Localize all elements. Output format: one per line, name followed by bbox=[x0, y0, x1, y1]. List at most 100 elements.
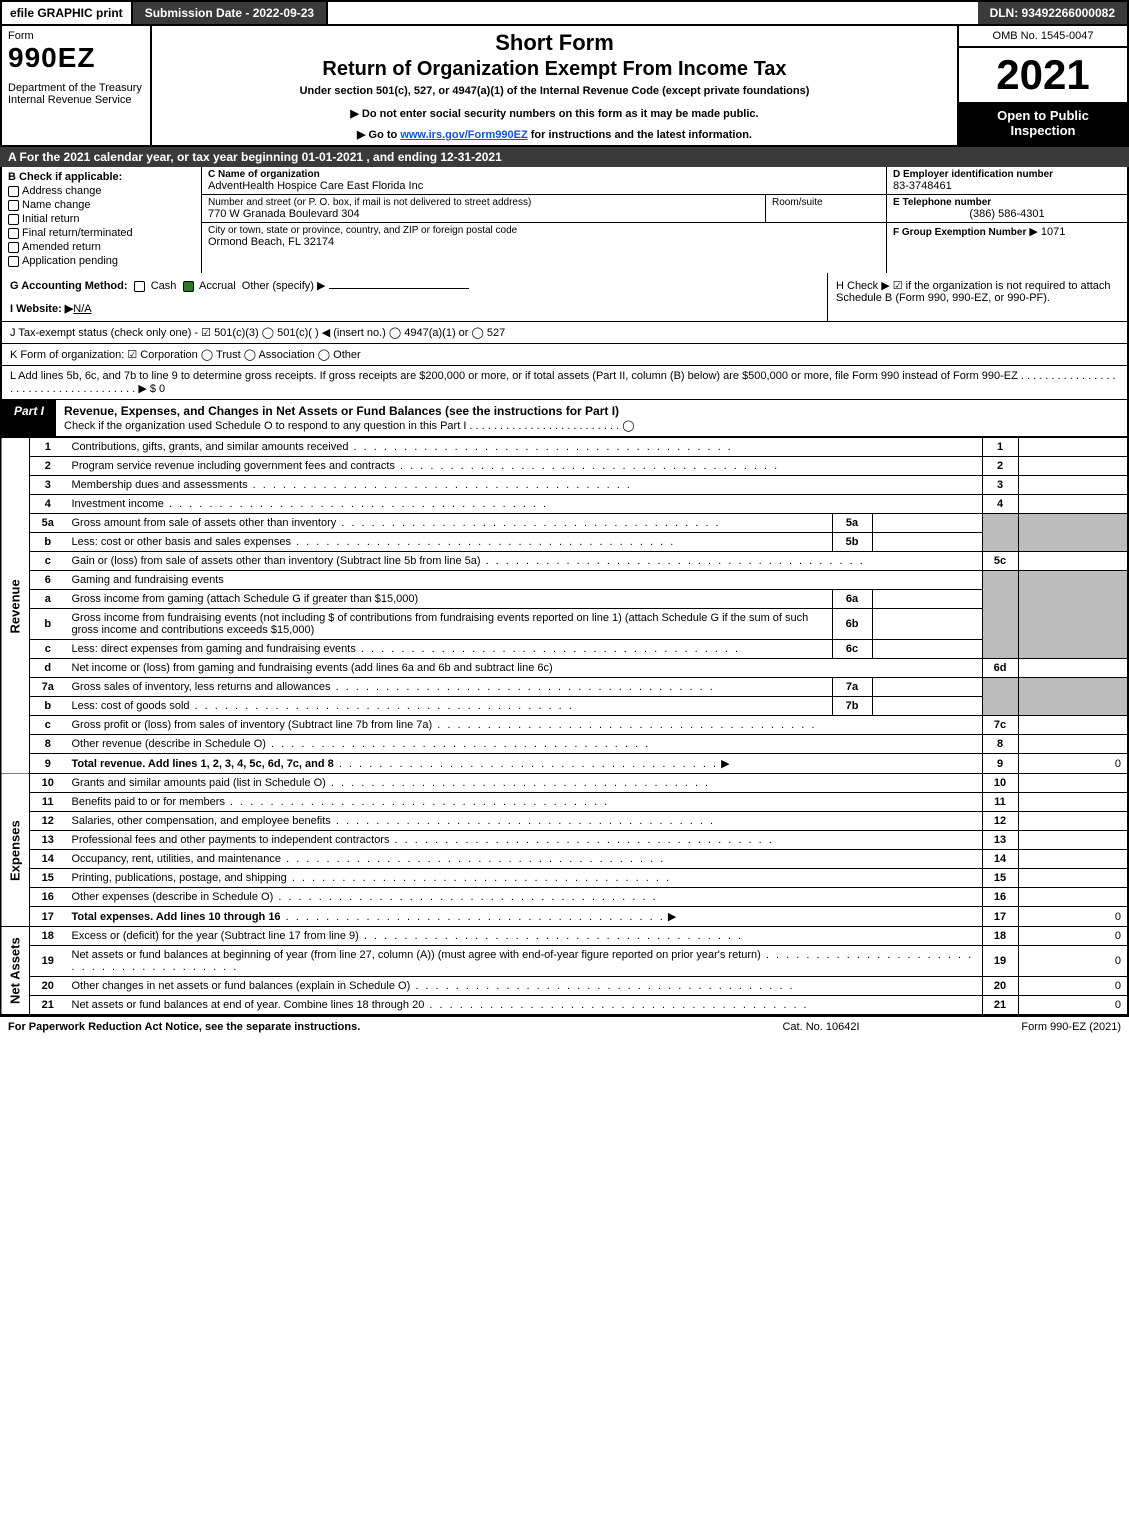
line-14-desc: Occupancy, rent, utilities, and maintena… bbox=[66, 850, 983, 869]
check-label: Application pending bbox=[22, 255, 118, 267]
dln-label: DLN: 93492266000082 bbox=[978, 2, 1127, 24]
line-num: 11 bbox=[30, 793, 66, 812]
shaded-cell bbox=[982, 678, 1018, 716]
line-num: b bbox=[30, 697, 66, 716]
shaded-cell bbox=[1018, 514, 1128, 552]
line-8-value bbox=[1018, 735, 1128, 754]
line-5c-value bbox=[1018, 552, 1128, 571]
box-def: D Employer identification number 83-3748… bbox=[887, 167, 1127, 273]
check-label: Amended return bbox=[22, 241, 101, 253]
line-5c-desc: Gain or (loss) from sale of assets other… bbox=[66, 552, 983, 571]
check-initial-return[interactable]: Initial return bbox=[8, 213, 195, 225]
other-label: Other (specify) ▶ bbox=[242, 280, 326, 292]
line-6c-desc: Less: direct expenses from gaming and fu… bbox=[66, 640, 833, 659]
shaded-cell bbox=[982, 571, 1018, 659]
line-num: b bbox=[30, 533, 66, 552]
short-form-title: Short Form bbox=[156, 30, 953, 56]
line-3-desc: Membership dues and assessments bbox=[66, 476, 983, 495]
check-address-change[interactable]: Address change bbox=[8, 185, 195, 197]
tax-year: 2021 bbox=[959, 48, 1127, 102]
website-label: I Website: ▶ bbox=[10, 303, 73, 315]
other-specify-line bbox=[329, 288, 469, 289]
line-21-value: 0 bbox=[1018, 996, 1128, 1015]
header-center: Short Form Return of Organization Exempt… bbox=[152, 26, 957, 145]
street-label: Number and street (or P. O. box, if mail… bbox=[208, 197, 759, 208]
line-10-box: 10 bbox=[982, 774, 1018, 793]
section-a: A For the 2021 calendar year, or tax yea… bbox=[0, 147, 1129, 167]
line-8-box: 8 bbox=[982, 735, 1018, 754]
line-15-desc: Printing, publications, postage, and shi… bbox=[66, 869, 983, 888]
line-num: 17 bbox=[30, 907, 66, 927]
irs-link[interactable]: www.irs.gov/Form990EZ bbox=[400, 129, 527, 141]
line-6b-box: 6b bbox=[832, 609, 872, 640]
line-num: 4 bbox=[30, 495, 66, 514]
org-name-block: C Name of organization AdventHealth Hosp… bbox=[202, 167, 886, 195]
shaded-cell bbox=[982, 514, 1018, 552]
line-num: 2 bbox=[30, 457, 66, 476]
line-19-desc: Net assets or fund balances at beginning… bbox=[66, 946, 983, 977]
line-5a-box: 5a bbox=[832, 514, 872, 533]
lines-table: Revenue 1 Contributions, gifts, grants, … bbox=[0, 438, 1129, 1015]
line-6d-value bbox=[1018, 659, 1128, 678]
row-g-h: G Accounting Method: Cash Accrual Other … bbox=[0, 273, 1129, 321]
line-5c-box: 5c bbox=[982, 552, 1018, 571]
line-14-value bbox=[1018, 850, 1128, 869]
line-18-box: 18 bbox=[982, 927, 1018, 946]
open-public-inspection: Open to Public Inspection bbox=[959, 102, 1127, 145]
group-exemption-label: F Group Exemption Number bbox=[893, 227, 1026, 238]
box-d: D Employer identification number 83-3748… bbox=[887, 167, 1127, 195]
line-num: 6 bbox=[30, 571, 66, 590]
line-2-value bbox=[1018, 457, 1128, 476]
line-num: 14 bbox=[30, 850, 66, 869]
revenue-side-label: Revenue bbox=[1, 438, 30, 774]
efile-print-button[interactable]: efile GRAPHIC print bbox=[2, 2, 133, 24]
line-num: d bbox=[30, 659, 66, 678]
check-final-return[interactable]: Final return/terminated bbox=[8, 227, 195, 239]
accrual-checkbox[interactable] bbox=[183, 281, 194, 292]
cash-checkbox[interactable] bbox=[134, 281, 145, 292]
part-1-tag: Part I bbox=[2, 400, 56, 436]
check-amended-return[interactable]: Amended return bbox=[8, 241, 195, 253]
line-6b-value bbox=[872, 609, 982, 640]
line-19-value: 0 bbox=[1018, 946, 1128, 977]
expenses-side-label: Expenses bbox=[1, 774, 30, 927]
line-2-box: 2 bbox=[982, 457, 1018, 476]
line-10-desc: Grants and similar amounts paid (list in… bbox=[66, 774, 983, 793]
check-name-change[interactable]: Name change bbox=[8, 199, 195, 211]
ein-label: D Employer identification number bbox=[893, 169, 1121, 180]
line-3-value bbox=[1018, 476, 1128, 495]
row-g: G Accounting Method: Cash Accrual Other … bbox=[2, 273, 827, 321]
header-left: Form 990EZ Department of the Treasury In… bbox=[2, 26, 152, 145]
line-9-box: 9 bbox=[982, 754, 1018, 774]
line-1-value bbox=[1018, 438, 1128, 457]
omb-number: OMB No. 1545-0047 bbox=[959, 26, 1127, 48]
check-application-pending[interactable]: Application pending bbox=[8, 255, 195, 267]
line-7b-box: 7b bbox=[832, 697, 872, 716]
row-h: H Check ▶ ☑ if the organization is not r… bbox=[827, 273, 1127, 321]
line-num: 8 bbox=[30, 735, 66, 754]
line-20-value: 0 bbox=[1018, 977, 1128, 996]
line-9-desc: Total revenue. Add lines 1, 2, 3, 4, 5c,… bbox=[66, 754, 983, 774]
check-label: Name change bbox=[22, 199, 91, 211]
line-10-value bbox=[1018, 774, 1128, 793]
check-label: Initial return bbox=[22, 213, 79, 225]
box-e: E Telephone number (386) 586-4301 bbox=[887, 195, 1127, 223]
line-num: c bbox=[30, 716, 66, 735]
line-19-box: 19 bbox=[982, 946, 1018, 977]
line-6a-desc: Gross income from gaming (attach Schedul… bbox=[66, 590, 833, 609]
line-13-box: 13 bbox=[982, 831, 1018, 850]
check-label: Final return/terminated bbox=[22, 227, 133, 239]
line-2-desc: Program service revenue including govern… bbox=[66, 457, 983, 476]
line-20-box: 20 bbox=[982, 977, 1018, 996]
page-footer: For Paperwork Reduction Act Notice, see … bbox=[0, 1015, 1129, 1037]
line-7b-value bbox=[872, 697, 982, 716]
phone-label: E Telephone number bbox=[893, 197, 1121, 208]
phone-value: (386) 586-4301 bbox=[893, 208, 1121, 220]
line-18-value: 0 bbox=[1018, 927, 1128, 946]
line-7c-box: 7c bbox=[982, 716, 1018, 735]
line-16-desc: Other expenses (describe in Schedule O) bbox=[66, 888, 983, 907]
check-label: Address change bbox=[22, 185, 102, 197]
room-suite-label: Room/suite bbox=[766, 195, 886, 222]
line-5a-value bbox=[872, 514, 982, 533]
shaded-cell bbox=[1018, 678, 1128, 716]
